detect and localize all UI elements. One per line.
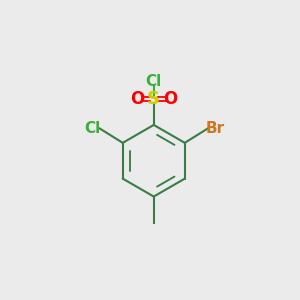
Text: S: S (147, 90, 160, 108)
Text: Br: Br (206, 121, 225, 136)
Text: Cl: Cl (84, 121, 100, 136)
Text: O: O (163, 90, 178, 108)
Text: O: O (130, 90, 144, 108)
Text: Cl: Cl (146, 74, 162, 88)
